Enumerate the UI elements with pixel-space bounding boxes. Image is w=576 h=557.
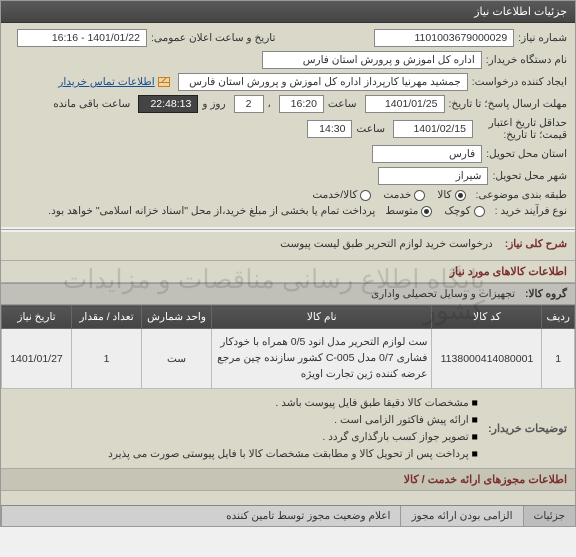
deadline-date: 1401/01/25: [365, 95, 445, 113]
buyer-notes-section: توضیحات خریدار: مشخصات کالا دقیقا طبق فا…: [1, 389, 575, 468]
table-header-row: ردیف کد کالا نام کالا واحد شمارش تعداد /…: [2, 306, 575, 329]
list-item: تصویر جواز کسب بارگذاری گردد .: [108, 429, 478, 446]
permits-header: اطلاعات مجوزهای ارائه خدمت / کالا: [1, 468, 575, 491]
days-unit: روز و: [202, 98, 225, 110]
radio-goods[interactable]: کالا: [437, 189, 465, 201]
details-panel: جزئیات اطلاعات نیاز شماره نیاز: 11010036…: [0, 0, 576, 527]
radio-medium[interactable]: متوسط: [385, 205, 432, 217]
buyer-label: نام دستگاه خریدار:: [486, 54, 567, 66]
cell-idx: 1: [542, 329, 575, 389]
radio-goods-service[interactable]: کالا/خدمت: [312, 189, 371, 201]
col-idx: ردیف: [542, 306, 575, 329]
category-radio-group: کالا خدمت کالا/خدمت: [312, 189, 465, 201]
buyer-field: اداره کل اموزش و پرورش استان فارس: [262, 51, 482, 69]
cell-name: ست لوازم التحریر مدل انود 0/5 همراه با خ…: [212, 329, 432, 389]
radio-icon: [455, 190, 466, 201]
deadline-time: 16:20: [279, 95, 324, 113]
need-no-label: شماره نیاز:: [518, 32, 567, 44]
radio-service[interactable]: خدمت: [383, 189, 425, 201]
province-label: استان محل تحویل:: [486, 148, 567, 160]
table-row[interactable]: 1 1138000414080001 ست لوازم التحریر مدل …: [2, 329, 575, 389]
cell-unit: ست: [142, 329, 212, 389]
radio-icon: [414, 190, 425, 201]
col-name: نام کالا: [212, 306, 432, 329]
announce-field: 1401/01/22 - 16:16: [17, 29, 147, 47]
validity-time: 14:30: [307, 120, 352, 138]
cell-date: 1401/01/27: [2, 329, 72, 389]
creator-field: جمشید مهرنیا کارپرداز اداره کل اموزش و پ…: [178, 73, 468, 91]
buyer-notes-list: مشخصات کالا دقیقا طبق فایل پیوست باشد . …: [108, 395, 478, 462]
desc-title: شرح کلی نیاز:: [505, 238, 567, 250]
tab-mandatory[interactable]: الزامی بودن ارائه مجوز: [400, 506, 522, 526]
city-field: شیراز: [378, 167, 488, 185]
desc-text: درخواست خرید لوازم التحریر طبق لیست پیوس…: [280, 238, 493, 250]
time-label-1: ساعت: [328, 98, 357, 110]
category-label: طبقه بندی موضوعی:: [476, 189, 567, 201]
process-label: نوع فرآیند خرید :: [495, 205, 567, 217]
announce-label: تاریخ و ساعت اعلان عمومی:: [151, 32, 275, 44]
city-label: شهر محل تحویل:: [492, 170, 567, 182]
col-date: تاریخ نیاز: [2, 306, 72, 329]
days-value: 2: [234, 95, 264, 113]
creator-label: ایجاد کننده درخواست:: [472, 76, 567, 88]
col-code: کد کالا: [432, 306, 542, 329]
radio-small[interactable]: کوچک: [444, 205, 484, 217]
radio-icon: [421, 206, 432, 217]
panel-title: جزئیات اطلاعات نیاز: [1, 1, 575, 23]
radio-icon: [360, 190, 371, 201]
tab-details[interactable]: جزئیات: [523, 506, 575, 526]
description-section: شرح کلی نیاز: درخواست خرید لوازم التحریر…: [1, 232, 575, 260]
validity-label: حداقل تاریخ اعتبار قیمت؛ تا تاریخ:: [477, 117, 567, 141]
col-qty: تعداد / مقدار: [72, 306, 142, 329]
list-item: مشخصات کالا دقیقا طبق فایل پیوست باشد .: [108, 395, 478, 412]
list-item: ارائه پیش فاکتور الزامی است .: [108, 412, 478, 429]
group-value: تجهیزات و وسایل تحصیلی واداری: [371, 288, 515, 300]
footer-tabs: جزئیات الزامی بودن ارائه مجوز اعلام وضعی…: [1, 505, 575, 526]
cell-code: 1138000414080001: [432, 329, 542, 389]
info-section: شماره نیاز: 1101003679000029 تاریخ و ساع…: [1, 23, 575, 227]
validity-date: 1401/02/15: [393, 120, 473, 138]
contact-buyer-link[interactable]: اطلاعات تماس خریدار: [58, 76, 154, 88]
envelope-icon: [158, 77, 170, 87]
need-no-field: 1101003679000029: [374, 29, 514, 47]
list-item: پرداخت پس از تحویل کالا و مطابقت مشخصات …: [108, 446, 478, 463]
process-note: پرداخت تمام یا بخشی از مبلغ خرید،از محل …: [48, 205, 375, 217]
deadline-label: مهلت ارسال پاسخ؛ تا تاریخ:: [449, 98, 568, 110]
tab-supplier-status[interactable]: اعلام وضعیت مجوز توسط تامین کننده: [1, 506, 400, 526]
col-unit: واحد شمارش: [142, 306, 212, 329]
goods-header: اطلاعات کالاهای مورد نیاز: [1, 260, 575, 283]
remaining-time: 22:48:13: [138, 95, 198, 113]
buyer-notes-label: توضیحات خریدار:: [488, 422, 567, 435]
group-label: گروه کالا:: [525, 288, 567, 300]
cell-qty: 1: [72, 329, 142, 389]
days-sep: ،: [268, 98, 271, 110]
radio-icon: [474, 206, 485, 217]
process-radio-group: کوچک متوسط: [385, 205, 484, 217]
province-field: فارس: [372, 145, 482, 163]
goods-table: ردیف کد کالا نام کالا واحد شمارش تعداد /…: [1, 305, 575, 389]
remaining-label: ساعت باقی مانده: [53, 98, 130, 110]
time-label-2: ساعت: [356, 123, 385, 135]
goods-group-row: پایگاه اطلاع رسانی مناقصات و مزایدات کشو…: [1, 283, 575, 305]
